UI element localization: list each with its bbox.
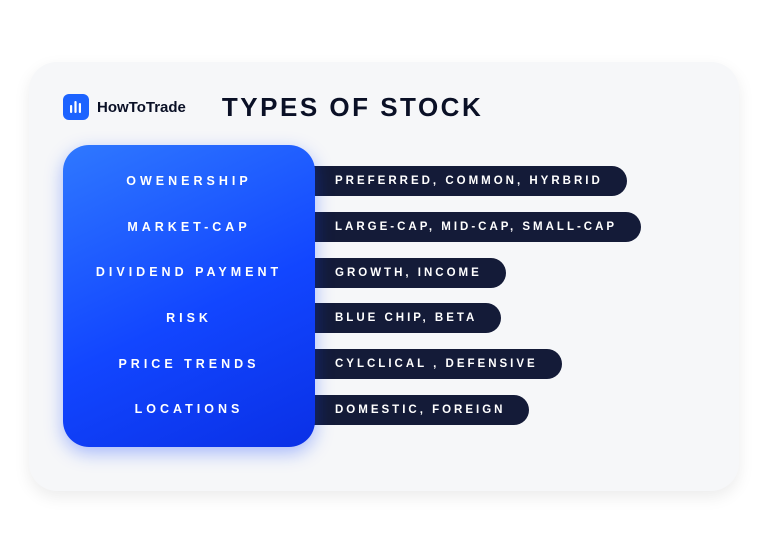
page-title: TYPES OF STOCK <box>222 92 483 123</box>
logo-text: HowToTrade <box>97 99 186 116</box>
bars-icon <box>63 94 89 120</box>
category-label: PRICE TRENDS <box>63 358 315 371</box>
content-area: PREFERRED, COMMON, HYRBRID LARGE-CAP, MI… <box>63 145 705 447</box>
category-label: DIVIDEND PAYMENT <box>63 266 315 279</box>
category-label: RISK <box>63 312 315 325</box>
category-panel: OWENERSHIP MARKET-CAP DIVIDEND PAYMENT R… <box>63 145 315 447</box>
category-label: LOCATIONS <box>63 403 315 416</box>
logo: HowToTrade <box>63 94 186 120</box>
header: HowToTrade TYPES OF STOCK <box>63 92 705 123</box>
category-label: MARKET-CAP <box>63 221 315 234</box>
infographic-card: HowToTrade TYPES OF STOCK PREFERRED, COM… <box>29 62 739 491</box>
category-label: OWENERSHIP <box>63 175 315 188</box>
